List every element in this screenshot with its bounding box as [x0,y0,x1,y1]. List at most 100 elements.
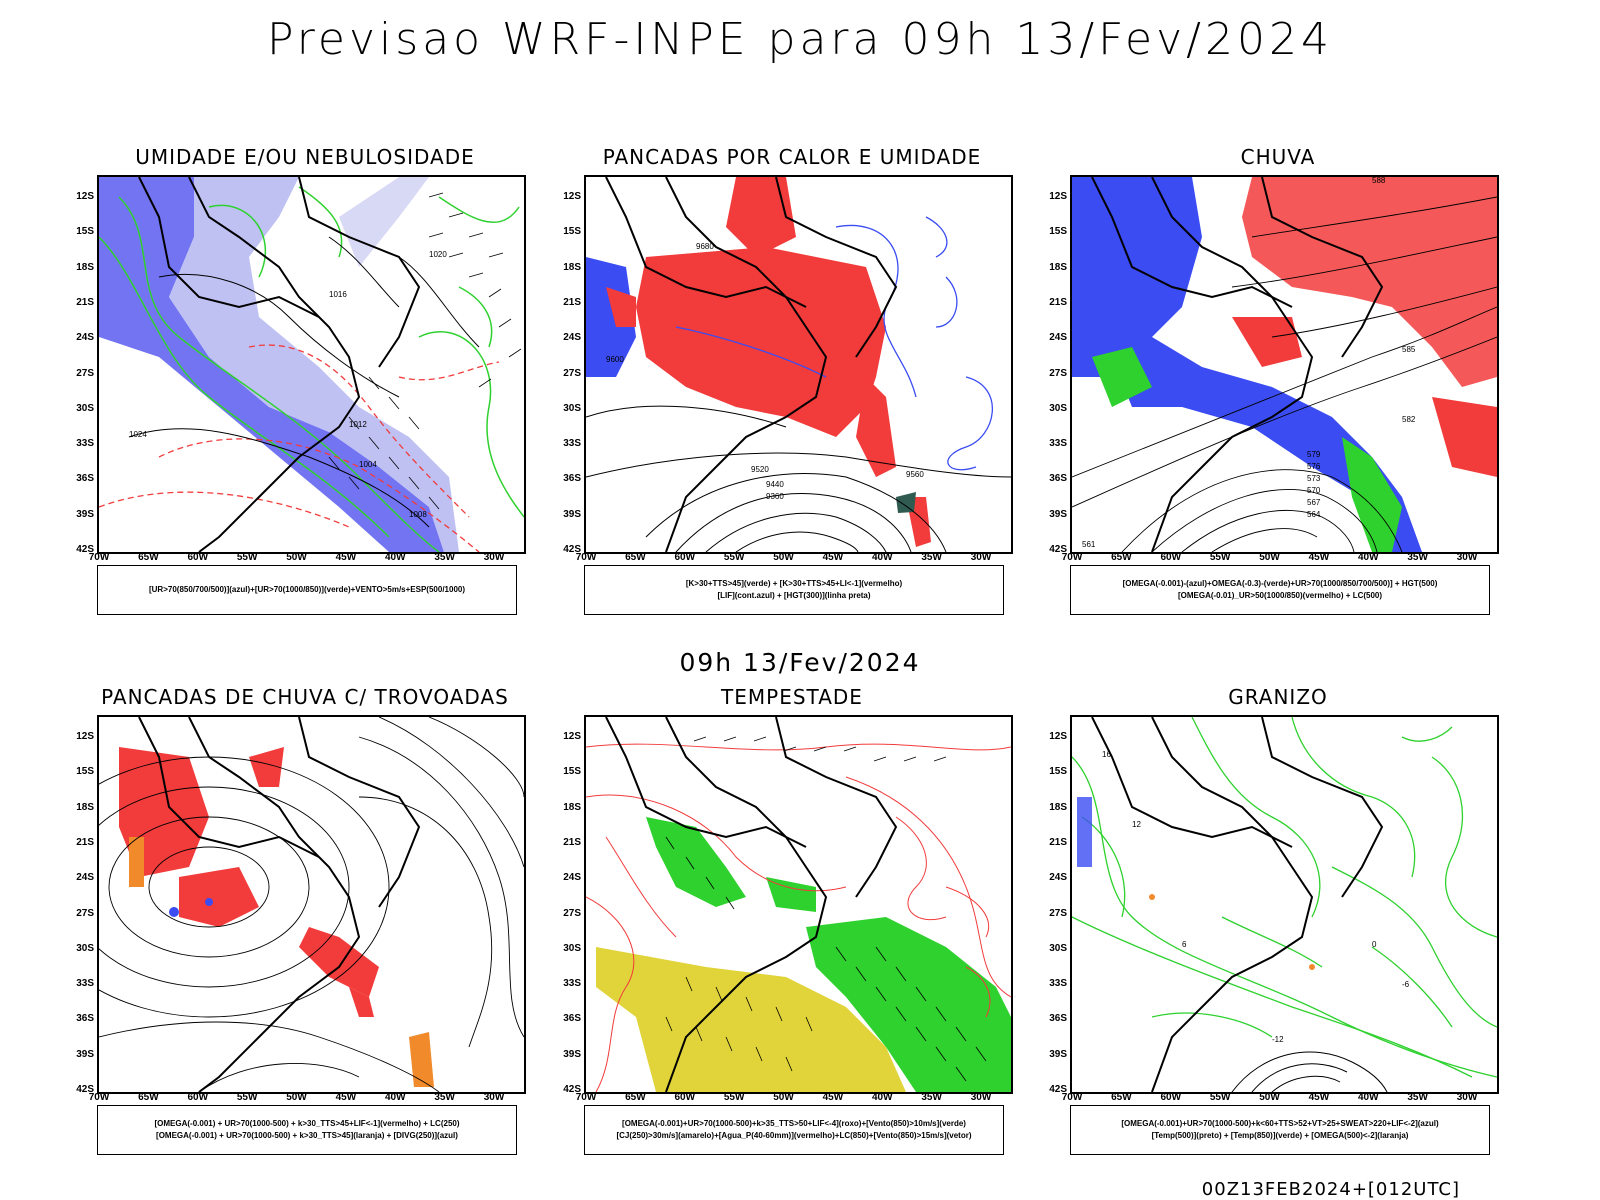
jet-yellow-area [596,947,906,1092]
lat-tick-label: 24S [76,872,94,884]
panel-legend: [OMEGA(-0.001) + UR>70(1000-500) + k>30_… [97,1105,517,1155]
lif-contours [675,216,993,471]
storm-red-area [349,987,374,1017]
panel-chuva: CHUVA [1043,145,1513,635]
lon-axis: 70W 65W 60W 55W 50W 45W 40W 35W 30W [89,1092,522,1106]
lon-tick-label: 45W [335,552,357,563]
hgt-label: 9680 [696,242,714,251]
lat-axis: 12S 15S 18S 21S 24S 27S 30S 33S 36S 39S 42S [70,175,97,555]
lat-tick-label: 36S [76,1013,94,1025]
lc850-red-contours [586,743,1011,1092]
lat-tick-label: 12S [563,731,581,742]
lon-tick-label: 30W [1456,552,1478,563]
map-umidade: 1016 1020 1024 1012 1008 1004 [97,175,526,554]
lon-tick-label: 65W [625,552,646,563]
lat-tick-label: 21S [1049,836,1067,848]
lon-tick-label: 30W [483,552,505,563]
lon-tick-label: 70W [88,552,110,563]
lon-tick-label: 60W [187,552,209,563]
humidity-lower-shading [169,177,459,552]
omega-orange-spot [1149,894,1155,900]
rain-red-area [1432,397,1497,477]
lat-axis: 12S 15S 18S 21S 24S 27S 30S 33S 36S 39S 42S [557,175,584,555]
lon-tick-label: 70W [575,552,597,563]
lon-tick-label: 55W [723,1092,745,1103]
coastline-borders [605,717,898,1092]
lon-tick-label: 35W [434,1092,455,1103]
lat-tick-label: 15S [563,766,581,778]
panel-title: GRANIZO [1228,685,1328,709]
lon-tick-label: 60W [1160,1092,1182,1103]
lat-tick-label: 15S [563,226,581,238]
isobar-label: 1008 [409,510,427,519]
lat-tick-label: 42S [563,544,581,555]
lat-tick-label: 12S [1049,731,1067,742]
legend-line-1: [OMEGA(-0.001) + UR>70(1000-500) + k>30_… [154,1119,460,1128]
lon-axis: 70W 65W 60W 55W 50W 45W 40W 35W 30W [576,552,1009,566]
lat-tick-label: 18S [76,801,94,813]
legend-line-1: [K>30+TTS>45](verde) + [K>30+TTS>45+LI<-… [685,579,903,588]
lat-tick-label: 42S [1049,1084,1067,1095]
lon-tick-label: 60W [187,1092,209,1103]
lon-tick-label: 40W [871,552,893,563]
lat-axis: 12S 15S 18S 21S 24S 27S 30S 33S 36S 39S 42S [1043,175,1070,555]
humidity-upper-shading [99,177,444,552]
green-contours [99,186,524,552]
temp850-green-contours [1072,717,1497,1078]
rain-red-area [1232,317,1302,367]
lat-tick-label: 39S [1049,508,1067,520]
lat-tick-label: 42S [563,1084,581,1095]
coastline-borders [138,717,421,1092]
lat-tick-label: 36S [76,473,94,485]
coastline-borders [605,177,898,552]
lat-tick-label: 42S [76,544,94,555]
lat-tick-label: 15S [1049,226,1067,238]
lat-tick-label: 39S [563,508,581,520]
map-granizo-svg: -12 -6 0 6 12 16 [1072,717,1497,1092]
lon-tick-label: 50W [286,1092,307,1103]
wind850-green-area [646,817,746,907]
lon-tick-label: 35W [434,552,455,563]
lon-tick-label: 30W [1456,1092,1478,1103]
lat-tick-label: 39S [76,1048,94,1060]
lat-tick-label: 42S [1049,544,1067,555]
lat-axis: 12S 15S 18S 21S 24S 27S 30S 33S 36S 39S 42S [557,715,584,1095]
lat-tick-label: 24S [76,332,94,344]
instability-red-area [606,287,636,327]
contour-labels: 1016 1020 1024 1012 1008 1004 [129,250,447,519]
lat-tick-label: 18S [76,261,94,273]
lif-blue-area [586,257,636,377]
panel-legend: [OMEGA(-0.001)+UR>70(1000-500)+k<60+TTS>… [1070,1105,1490,1155]
lat-tick-label: 27S [76,907,94,919]
panel-granizo: GRANIZO [1043,685,1513,1175]
lon-tick-label: 70W [1061,1092,1083,1103]
omega-orange-spot [1309,964,1315,970]
valid-time-label: 09h 13/Fev/2024 [679,648,921,677]
lon-tick-label: 55W [236,1092,258,1103]
hgt-label: 9440 [766,480,784,489]
lon-tick-label: 50W [773,1092,794,1103]
lat-tick-label: 12S [563,191,581,202]
lat-tick-label: 21S [563,836,581,848]
lat-tick-label: 33S [76,438,94,450]
map-chuva: 588 585 582 579 576 573 570 567 564 561 [1070,175,1499,554]
lon-tick-label: 55W [1209,1092,1231,1103]
map-trovoadas [97,715,526,1094]
temp-label: 12 [1132,820,1141,829]
panel-legend: [UR>70(850/700/500)](azul)+[UR>70(1000/8… [97,565,517,615]
hgt300-contours [586,405,1011,552]
lat-tick-label: 33S [1049,438,1067,450]
contour-labels: 9680 9600 9520 9440 9360 9560 [606,242,924,501]
hgt-label: 561 [1082,540,1096,549]
lon-tick-label: 45W [335,1092,357,1103]
lat-tick-label: 30S [1049,942,1067,954]
map-chuva-svg: 588 585 582 579 576 573 570 567 564 561 [1072,177,1497,552]
isobar-label: 1012 [349,420,367,429]
panel-umidade: UMIDADE E/OU NEBULOSIDADE [70,145,540,635]
hgt-label: 588 [1372,177,1386,185]
lat-tick-label: 36S [1049,473,1067,485]
hgt-label: 582 [1402,415,1416,424]
legend-line-2: [LIF](cont.azul) + [HGT(300)](linha pret… [717,591,871,600]
lat-tick-label: 21S [76,296,94,308]
contour-labels: -12 -6 0 6 12 16 [1102,750,1410,1044]
